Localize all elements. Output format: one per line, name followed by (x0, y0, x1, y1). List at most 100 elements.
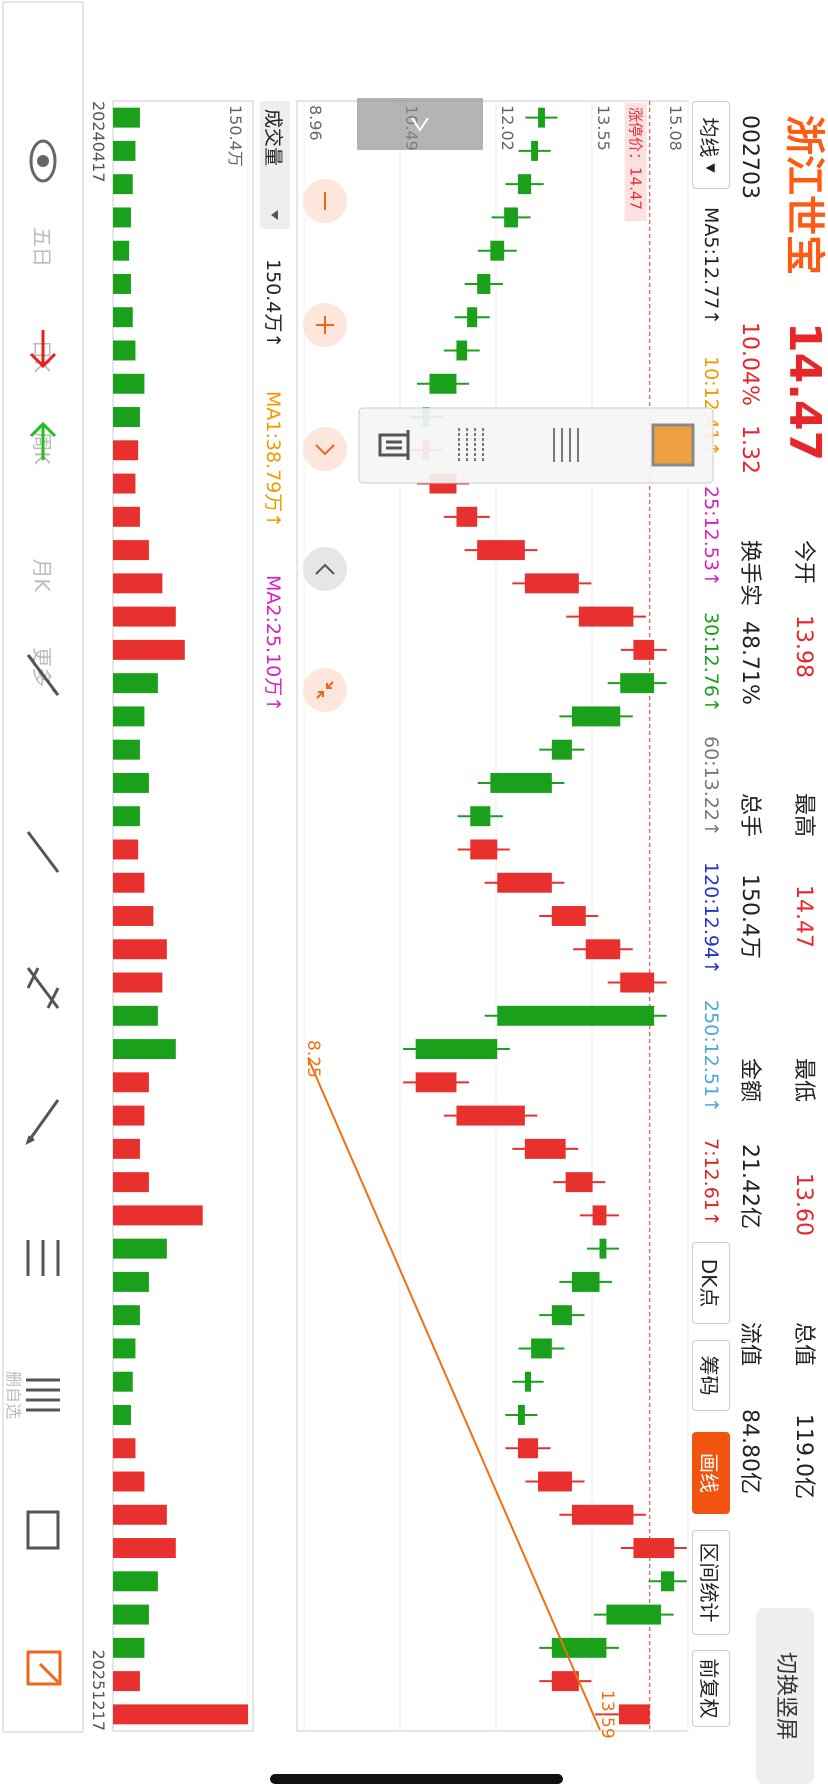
candle-body (661, 1571, 675, 1592)
color-tool[interactable] (651, 423, 695, 467)
period-tool[interactable] (26, 1378, 60, 1412)
toolbar-label[interactable]: 删自选 (4, 1371, 23, 1419)
dash-tool[interactable] (458, 428, 484, 462)
switch-portrait-button[interactable]: 切换竖屏 (756, 1608, 814, 1784)
candle-body (606, 1604, 662, 1625)
handle-arrow (411, 117, 429, 132)
ma-label: 120:12.94↑ (700, 862, 722, 975)
candle-body (531, 1338, 552, 1359)
eye-pupil (37, 155, 49, 167)
stat-value: 119.0亿 (791, 1414, 816, 1499)
toolbar-label[interactable]: 周K (30, 431, 54, 465)
candle-body (524, 573, 579, 594)
range-stats-button[interactable]: 区间统计 (692, 1530, 730, 1635)
toolbar-label[interactable]: 日K (30, 339, 54, 373)
stat-value: 150.4万 (737, 874, 762, 959)
candle-body (620, 673, 655, 694)
up-button[interactable] (303, 427, 347, 471)
line-tool[interactable] (553, 428, 579, 462)
ma-label: 10:12.41↑ (700, 356, 722, 457)
ma-label: 250:12.51↑ (700, 1000, 722, 1113)
volume-bar (113, 207, 131, 228)
candle-body (497, 1005, 655, 1026)
icon (315, 444, 335, 456)
volume-bar (112, 307, 133, 328)
volume-bar (113, 939, 167, 960)
volume-bar (113, 340, 136, 361)
line-tool[interactable] (26, 831, 60, 873)
volume-frame (112, 100, 254, 1732)
candle-body (578, 606, 634, 627)
candle-body (633, 1538, 675, 1559)
volume-bar (113, 1338, 136, 1359)
down-arrow-icon (29, 421, 57, 460)
dk-button[interactable]: DK点 (692, 1242, 730, 1324)
candle-body (618, 1704, 650, 1725)
volume-bar (113, 1405, 131, 1425)
stat-value: 48.71% (737, 621, 762, 705)
y-tick-label: 12.02 (498, 105, 517, 151)
toolbar-label[interactable]: 五日 (30, 227, 54, 267)
fib-tool[interactable] (26, 1240, 60, 1276)
candle-body (538, 107, 545, 128)
ma-label: MA5:12.77↑ (700, 207, 722, 326)
up-arrow-icon (29, 330, 57, 369)
volume-bar (112, 573, 163, 594)
dropdown-icon (271, 210, 278, 220)
ray-tool[interactable] (25, 1099, 60, 1145)
side-handle[interactable] (357, 98, 483, 150)
stat-label: 最高 (791, 793, 816, 838)
candle-body (517, 174, 532, 195)
volume-bar (112, 1671, 140, 1692)
volume-bar (112, 906, 154, 926)
volume-bar (112, 1305, 140, 1326)
volume-bar (112, 1172, 149, 1193)
candle-body (571, 1504, 634, 1525)
toolbar-label[interactable]: 更多 (30, 647, 54, 687)
segment-tool[interactable] (26, 654, 60, 696)
stock-code: 002703 (737, 115, 762, 199)
home-indicator (270, 1774, 563, 1784)
export-tool[interactable] (26, 1650, 62, 1686)
eye-icon[interactable] (29, 139, 57, 183)
zoom-in-button[interactable] (303, 303, 347, 347)
candle-body (538, 1471, 572, 1492)
volume-bar (113, 1504, 167, 1525)
ma-selector-label: 均线 (697, 117, 722, 158)
stat-value: 13.60 (791, 1173, 816, 1236)
y-tick-label: 8.96 (306, 105, 325, 141)
rect-tool[interactable] (26, 1510, 60, 1550)
y-tick-label: 13.55 (594, 105, 613, 151)
stat-label: 总手 (737, 793, 762, 838)
draw-button[interactable]: 画线 (692, 1432, 730, 1514)
toolbar-label[interactable]: 月K (30, 558, 54, 592)
delete-tool[interactable] (378, 430, 410, 460)
candle-body (517, 1438, 539, 1459)
candle-body (470, 839, 498, 860)
adjust-button[interactable]: 前复权 (692, 1650, 730, 1727)
stat-value: 21.42亿 (737, 1144, 762, 1229)
candle-body (456, 1105, 525, 1126)
volume-bar (112, 972, 163, 993)
ma-label: 60:13.22↑ (700, 736, 722, 837)
volume-bar (112, 673, 158, 694)
chips-button[interactable]: 筹码 (692, 1340, 730, 1411)
volume-legend: MA2:25.10万↑ (262, 575, 284, 712)
volume-title: 成交量 (262, 109, 284, 166)
zoom-out-button[interactable] (303, 179, 347, 223)
volume-bar (112, 806, 140, 827)
down-button[interactable] (303, 547, 347, 591)
candle-body (429, 373, 457, 394)
channel-tool[interactable] (26, 967, 60, 1009)
price-frame (296, 100, 689, 1732)
volume-bar (113, 1704, 248, 1725)
candle-body (551, 1305, 572, 1326)
candle-body (415, 1072, 457, 1093)
collapse-button[interactable] (303, 668, 347, 712)
draw-toolbox (358, 407, 714, 484)
volume-bar (112, 1571, 158, 1592)
volume-bar (113, 240, 130, 261)
candle-body (592, 1205, 607, 1226)
ma-selector[interactable]: 均线 ▼ (692, 101, 730, 189)
